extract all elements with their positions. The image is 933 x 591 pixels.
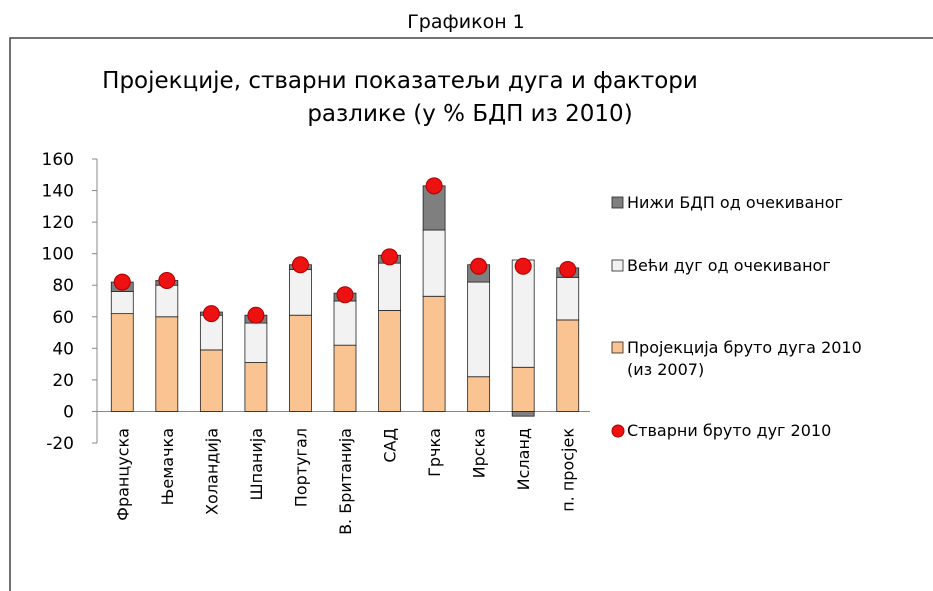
chart-title: разлике (у % БДП из 2010) [307,101,632,127]
x-tick-label: Ирска [470,428,489,478]
x-tick-label: САД [381,428,400,463]
legend-label: Стварни бруто дуг 2010 [627,421,832,440]
bar-segment [422,229,446,297]
bar-segment [333,344,357,412]
y-tick-label: 120 [42,213,74,233]
y-tick-label: 160 [42,150,74,170]
bar-segment [199,349,223,412]
x-tick-label: Холандија [202,428,221,515]
bar-segment [422,295,446,412]
y-tick-label: -20 [46,434,74,454]
bar-segment [467,376,491,412]
x-tick-label: В. Британија [336,428,355,535]
frame [9,37,933,591]
y-tick-label: 20 [52,371,74,391]
x-tick-label: Шпанија [247,428,266,500]
x-tick-label: Француска [113,428,132,521]
point [247,306,265,324]
bar-segment [511,411,535,417]
bar-segment [333,300,357,346]
bar-segment [244,322,268,363]
y-tick-label: 140 [42,182,74,202]
legend-label: Пројекција бруто дуга 2010 (из 2007) [627,338,862,379]
bar-segment [110,291,134,315]
legend-swatch [611,341,624,354]
point [291,256,309,274]
point [202,305,220,323]
point [336,286,354,304]
x-tick-label: Исланд [514,428,533,490]
point [514,257,532,275]
legend-label: Нижи БДП од очекиваног [627,193,843,212]
legend-swatch [611,424,625,438]
x-tick-label: Грчка [425,428,444,477]
bar-segment [556,319,580,412]
bar-segment [289,314,312,412]
bar-segment [511,259,535,368]
bar-segment [155,316,179,412]
legend-swatch [611,196,624,209]
x-tick-label: Португал [291,428,310,507]
point [425,177,443,195]
y-tick-label: 40 [52,339,74,359]
point [381,248,399,266]
y-tick-label: 60 [52,308,74,328]
bar-segment [378,310,401,412]
point [559,260,577,278]
bar-segment [556,276,580,321]
y-tick-label: 0 [63,402,74,422]
bar-segment [244,362,268,412]
bar-segment [110,313,134,412]
point [158,271,176,289]
point [113,273,131,291]
bar-segment [511,366,535,412]
bar-segment [155,284,179,318]
point [470,257,488,275]
x-tick-label: Њемачка [158,428,177,505]
bar-segment [467,281,491,378]
chart-title: Пројекције, стварни показатељи дуга и фа… [102,68,698,94]
x-tick-label: п. просјек [559,428,578,512]
y-tick-label: 80 [52,276,74,296]
bar-segment [289,269,312,316]
header: Графикон 1 [407,11,525,33]
legend-swatch [611,259,624,272]
y-tick-label: 100 [42,245,74,265]
legend-label: Већи дуг од очекиваног [627,256,831,275]
bar-segment [378,262,401,311]
